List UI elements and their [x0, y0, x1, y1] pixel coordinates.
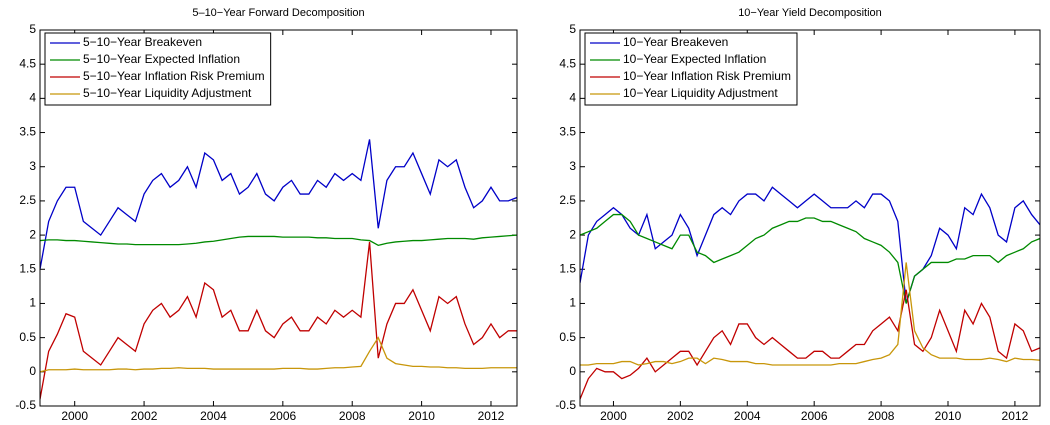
y-tick-label: 1 — [569, 296, 576, 310]
x-tick-label: 2002 — [667, 409, 694, 423]
y-tick-label: 2 — [29, 227, 36, 241]
y-tick-label: 0 — [29, 364, 36, 378]
y-tick-label: 2.5 — [559, 193, 576, 207]
y-tick-label: 2 — [569, 227, 576, 241]
chart-title: 5–10−Year Forward Decomposition — [192, 7, 364, 19]
line-series — [40, 336, 517, 373]
y-tick-label: 2.5 — [19, 193, 36, 207]
line-series — [580, 213, 1040, 304]
y-tick-label: 3.5 — [19, 125, 36, 139]
legend-label: 5−10−Year Breakeven — [83, 35, 202, 49]
y-tick-label: 4 — [29, 91, 36, 105]
y-tick-label: 3 — [569, 159, 576, 173]
y-tick-label: -0.5 — [15, 398, 36, 412]
legend-box — [584, 32, 798, 106]
line-series — [580, 289, 1040, 400]
line-series — [580, 186, 1040, 304]
legend-label: 5−10−Year Liquidity Adjustment — [83, 86, 252, 100]
panel: 10−Year Yield Decomposition -0.5 0 0.5 1 1.5 2… — [555, 7, 1041, 423]
line-series — [40, 234, 517, 247]
chart-title: 10−Year Yield Decomposition — [738, 7, 882, 19]
y-tick-label: -0.5 — [555, 398, 576, 412]
line-series — [40, 139, 517, 270]
axes-frame — [39, 29, 518, 407]
axes-frame — [579, 29, 1041, 407]
x-tick-label: 2004 — [734, 409, 761, 423]
legend-box — [44, 32, 272, 106]
y-tick-label: 0 — [569, 364, 576, 378]
legend-label: 10−Year Inflation Risk Premium — [623, 69, 791, 83]
x-tick-label: 2012 — [478, 409, 505, 423]
x-tick-label: 2008 — [868, 409, 895, 423]
y-tick-label: 0.5 — [559, 330, 576, 344]
y-tick-label: 4.5 — [559, 56, 576, 70]
y-tick-label: 1.5 — [559, 261, 576, 275]
y-tick-label: 3 — [29, 159, 36, 173]
x-tick-label: 2006 — [801, 409, 828, 423]
line-series — [580, 262, 1040, 366]
legend-label: 10−Year Liquidity Adjustment — [623, 86, 778, 100]
x-tick-label: 2000 — [600, 409, 627, 423]
y-tick-label: 1.5 — [19, 261, 36, 275]
x-tick-label: 2008 — [339, 409, 366, 423]
y-tick-label: 1 — [29, 296, 36, 310]
y-tick-label: 0.5 — [19, 330, 36, 344]
y-tick-label: 3.5 — [559, 125, 576, 139]
y-tick-label: 4.5 — [19, 56, 36, 70]
panel: 5–10−Year Forward Decomposition -0.5 0 0.5 1… — [15, 7, 518, 423]
legend-label: 5−10−Year Inflation Risk Premium — [83, 69, 265, 83]
line-series — [40, 241, 517, 400]
x-tick-label: 2012 — [1002, 409, 1029, 423]
legend-label: 5−10−Year Expected Inflation — [83, 52, 240, 66]
y-tick-label: 5 — [29, 22, 36, 36]
legend-label: 10−Year Expected Inflation — [623, 52, 766, 66]
x-tick-label: 2010 — [935, 409, 962, 423]
x-tick-label: 2004 — [200, 409, 227, 423]
y-tick-label: 4 — [569, 91, 576, 105]
x-tick-label: 2010 — [408, 409, 435, 423]
y-tick-label: 5 — [569, 22, 576, 36]
x-tick-label: 2006 — [269, 409, 296, 423]
x-tick-label: 2002 — [131, 409, 158, 423]
legend-label: 10−Year Breakeven — [623, 35, 728, 49]
x-tick-label: 2000 — [61, 409, 88, 423]
